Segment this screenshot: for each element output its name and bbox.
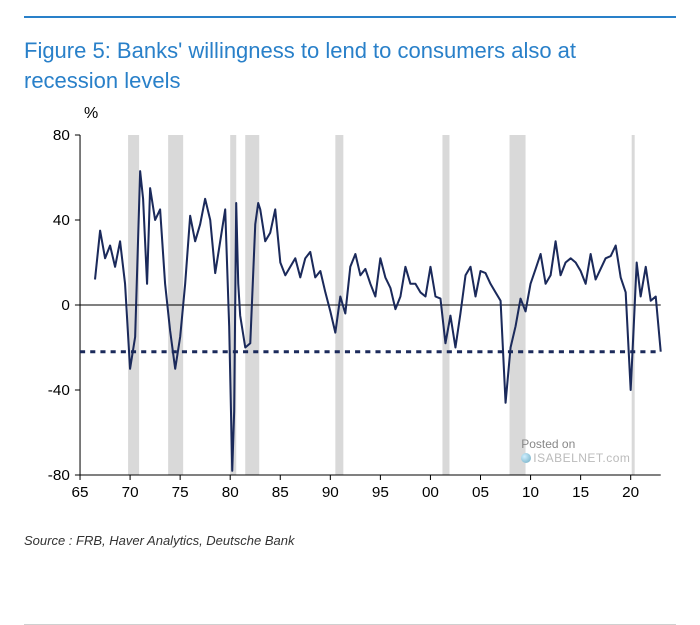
x-tick-label: 75 (172, 484, 189, 501)
source-text: Source : FRB, Haver Analytics, Deutsche … (24, 533, 676, 548)
x-tick-label: 70 (122, 484, 139, 501)
x-tick-label: 05 (472, 484, 489, 501)
x-tick-label: 90 (322, 484, 339, 501)
y-tick-label: -80 (48, 467, 70, 484)
x-tick-label: 00 (422, 484, 439, 501)
x-tick-label: 95 (372, 484, 389, 501)
x-tick-label: 15 (572, 484, 589, 501)
y-tick-label: 80 (53, 127, 70, 144)
y-tick-label: 40 (53, 212, 70, 229)
watermark-posted: Posted on (521, 437, 630, 451)
watermark: Posted on ISABELNET.com (521, 437, 630, 465)
watermark-logo-icon (521, 453, 531, 463)
x-tick-label: 80 (222, 484, 239, 501)
plot-area: -80 -40 0 40 80 65 70 75 80 85 90 95 00 05 10 15 20 Post… (24, 125, 676, 505)
x-tick-label: 10 (522, 484, 539, 501)
x-tick-label: 65 (72, 484, 89, 501)
figure-container: Figure 5: Banks' willingness to lend to … (0, 0, 700, 620)
x-tick-label: 20 (622, 484, 639, 501)
chart-title: Figure 5: Banks' willingness to lend to … (24, 36, 676, 95)
y-tick-label: -40 (48, 382, 70, 399)
y-axis-label: % (84, 105, 676, 123)
watermark-site: ISABELNET.com (533, 451, 630, 465)
chart-panel: Figure 5: Banks' willingness to lend to … (24, 16, 676, 625)
x-tick-label: 85 (272, 484, 289, 501)
y-tick-label: 0 (61, 297, 69, 314)
